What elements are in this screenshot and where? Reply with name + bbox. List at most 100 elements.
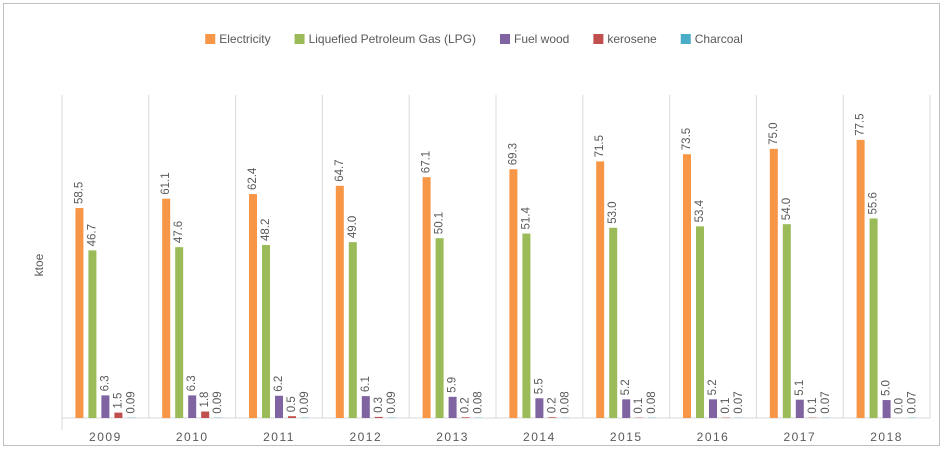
value-label: 77.5 <box>855 113 867 135</box>
legend-swatch <box>680 34 691 44</box>
value-label: 1.8 <box>199 392 211 408</box>
bar <box>348 242 357 418</box>
bar <box>422 177 431 418</box>
value-label: 6.2 <box>273 376 285 392</box>
value-label: 0.5 <box>286 396 298 412</box>
bar <box>335 185 344 418</box>
value-label: 0.07 <box>733 391 745 413</box>
bar <box>461 417 470 418</box>
legend-label: Electricity <box>219 32 270 46</box>
value-label: 5.2 <box>620 379 632 395</box>
bar <box>535 398 544 418</box>
bar <box>262 245 270 418</box>
value-label: 6.3 <box>186 375 198 391</box>
x-tick-label: 2018 <box>870 430 903 444</box>
bar <box>596 161 605 418</box>
bar <box>448 396 457 418</box>
value-label: 5.0 <box>881 380 893 396</box>
bar <box>683 154 691 418</box>
x-tick-label: 2011 <box>263 430 295 444</box>
bar <box>609 227 618 418</box>
value-label: 62.4 <box>247 167 259 190</box>
bar <box>361 396 370 418</box>
value-label: 71.5 <box>594 135 606 157</box>
bar <box>101 395 110 418</box>
legend-label: Liquefied Petroleum Gas (LPG) <box>309 32 476 46</box>
bar <box>522 233 531 418</box>
value-label: 6.3 <box>99 375 111 391</box>
value-label: 46.7 <box>86 224 98 246</box>
value-label: 0.09 <box>386 391 398 413</box>
value-label: 5.2 <box>707 379 719 395</box>
legend-swatch <box>593 34 604 44</box>
x-tick-label: 2016 <box>697 430 730 444</box>
bar <box>869 218 878 418</box>
value-label: 1.5 <box>112 393 124 409</box>
value-label: 55.6 <box>868 192 880 214</box>
value-label: 51.4 <box>520 207 532 230</box>
y-axis-label: ktoe <box>32 253 46 276</box>
value-label: 0.08 <box>559 391 571 413</box>
x-tick-label: 2017 <box>783 430 816 444</box>
bar <box>288 416 296 418</box>
bar <box>882 400 891 418</box>
value-label: 58.5 <box>73 182 85 204</box>
x-tick-label: 2014 <box>523 430 556 444</box>
value-label: 0.1 <box>807 398 819 414</box>
bar <box>275 395 283 418</box>
x-tick-label: 2013 <box>436 430 469 444</box>
bar <box>509 169 518 418</box>
value-label: 0.09 <box>125 391 137 413</box>
legend-swatch <box>205 34 216 44</box>
value-label: 0.2 <box>460 397 472 413</box>
bar <box>856 139 865 418</box>
legend-swatch <box>499 34 510 44</box>
bar <box>795 399 804 418</box>
value-label: 0.09 <box>299 391 311 413</box>
legend-swatch <box>294 34 305 44</box>
value-label: 0.2 <box>546 397 558 413</box>
value-label: 0.3 <box>373 397 385 413</box>
value-label: 5.1 <box>794 380 806 396</box>
x-tick-label: 2012 <box>349 430 382 444</box>
bar <box>88 250 97 418</box>
bar <box>162 198 171 418</box>
legend-label: Fuel wood <box>514 32 569 46</box>
value-label: 0.07 <box>820 391 832 413</box>
value-label: 53.4 <box>694 199 706 222</box>
bar <box>201 411 210 418</box>
legend-label: Charcoal <box>695 32 743 46</box>
value-label: 47.6 <box>173 221 185 243</box>
value-label: 0.1 <box>720 398 732 414</box>
bar <box>696 226 704 418</box>
value-label: 49.0 <box>347 216 359 238</box>
value-label: 75.0 <box>768 122 780 144</box>
value-label: 69.3 <box>507 143 519 165</box>
bar <box>769 148 778 419</box>
bar <box>249 194 257 418</box>
x-tick-label: 2015 <box>610 430 643 444</box>
bar <box>114 412 123 418</box>
value-label: 5.9 <box>447 377 459 393</box>
bar <box>709 399 717 418</box>
value-label: 53.0 <box>607 201 619 223</box>
value-label: 73.5 <box>681 128 693 150</box>
value-label: 67.1 <box>421 151 433 173</box>
chart-border <box>3 3 940 446</box>
bar <box>374 416 383 418</box>
bar <box>548 417 557 418</box>
bar <box>435 238 444 418</box>
value-label: 61.1 <box>160 172 172 194</box>
value-label: 0.1 <box>633 398 645 414</box>
value-label: 0.0 <box>894 398 906 414</box>
bar <box>175 247 184 418</box>
value-label: 0.08 <box>646 391 658 413</box>
value-label: 0.07 <box>907 391 919 413</box>
bar <box>622 399 631 418</box>
value-label: 54.0 <box>781 198 793 220</box>
value-label: 5.5 <box>533 378 545 394</box>
value-label: 64.7 <box>334 159 346 181</box>
bar <box>782 224 791 418</box>
x-tick-label: 2010 <box>176 430 209 444</box>
value-label: 0.09 <box>212 391 224 413</box>
